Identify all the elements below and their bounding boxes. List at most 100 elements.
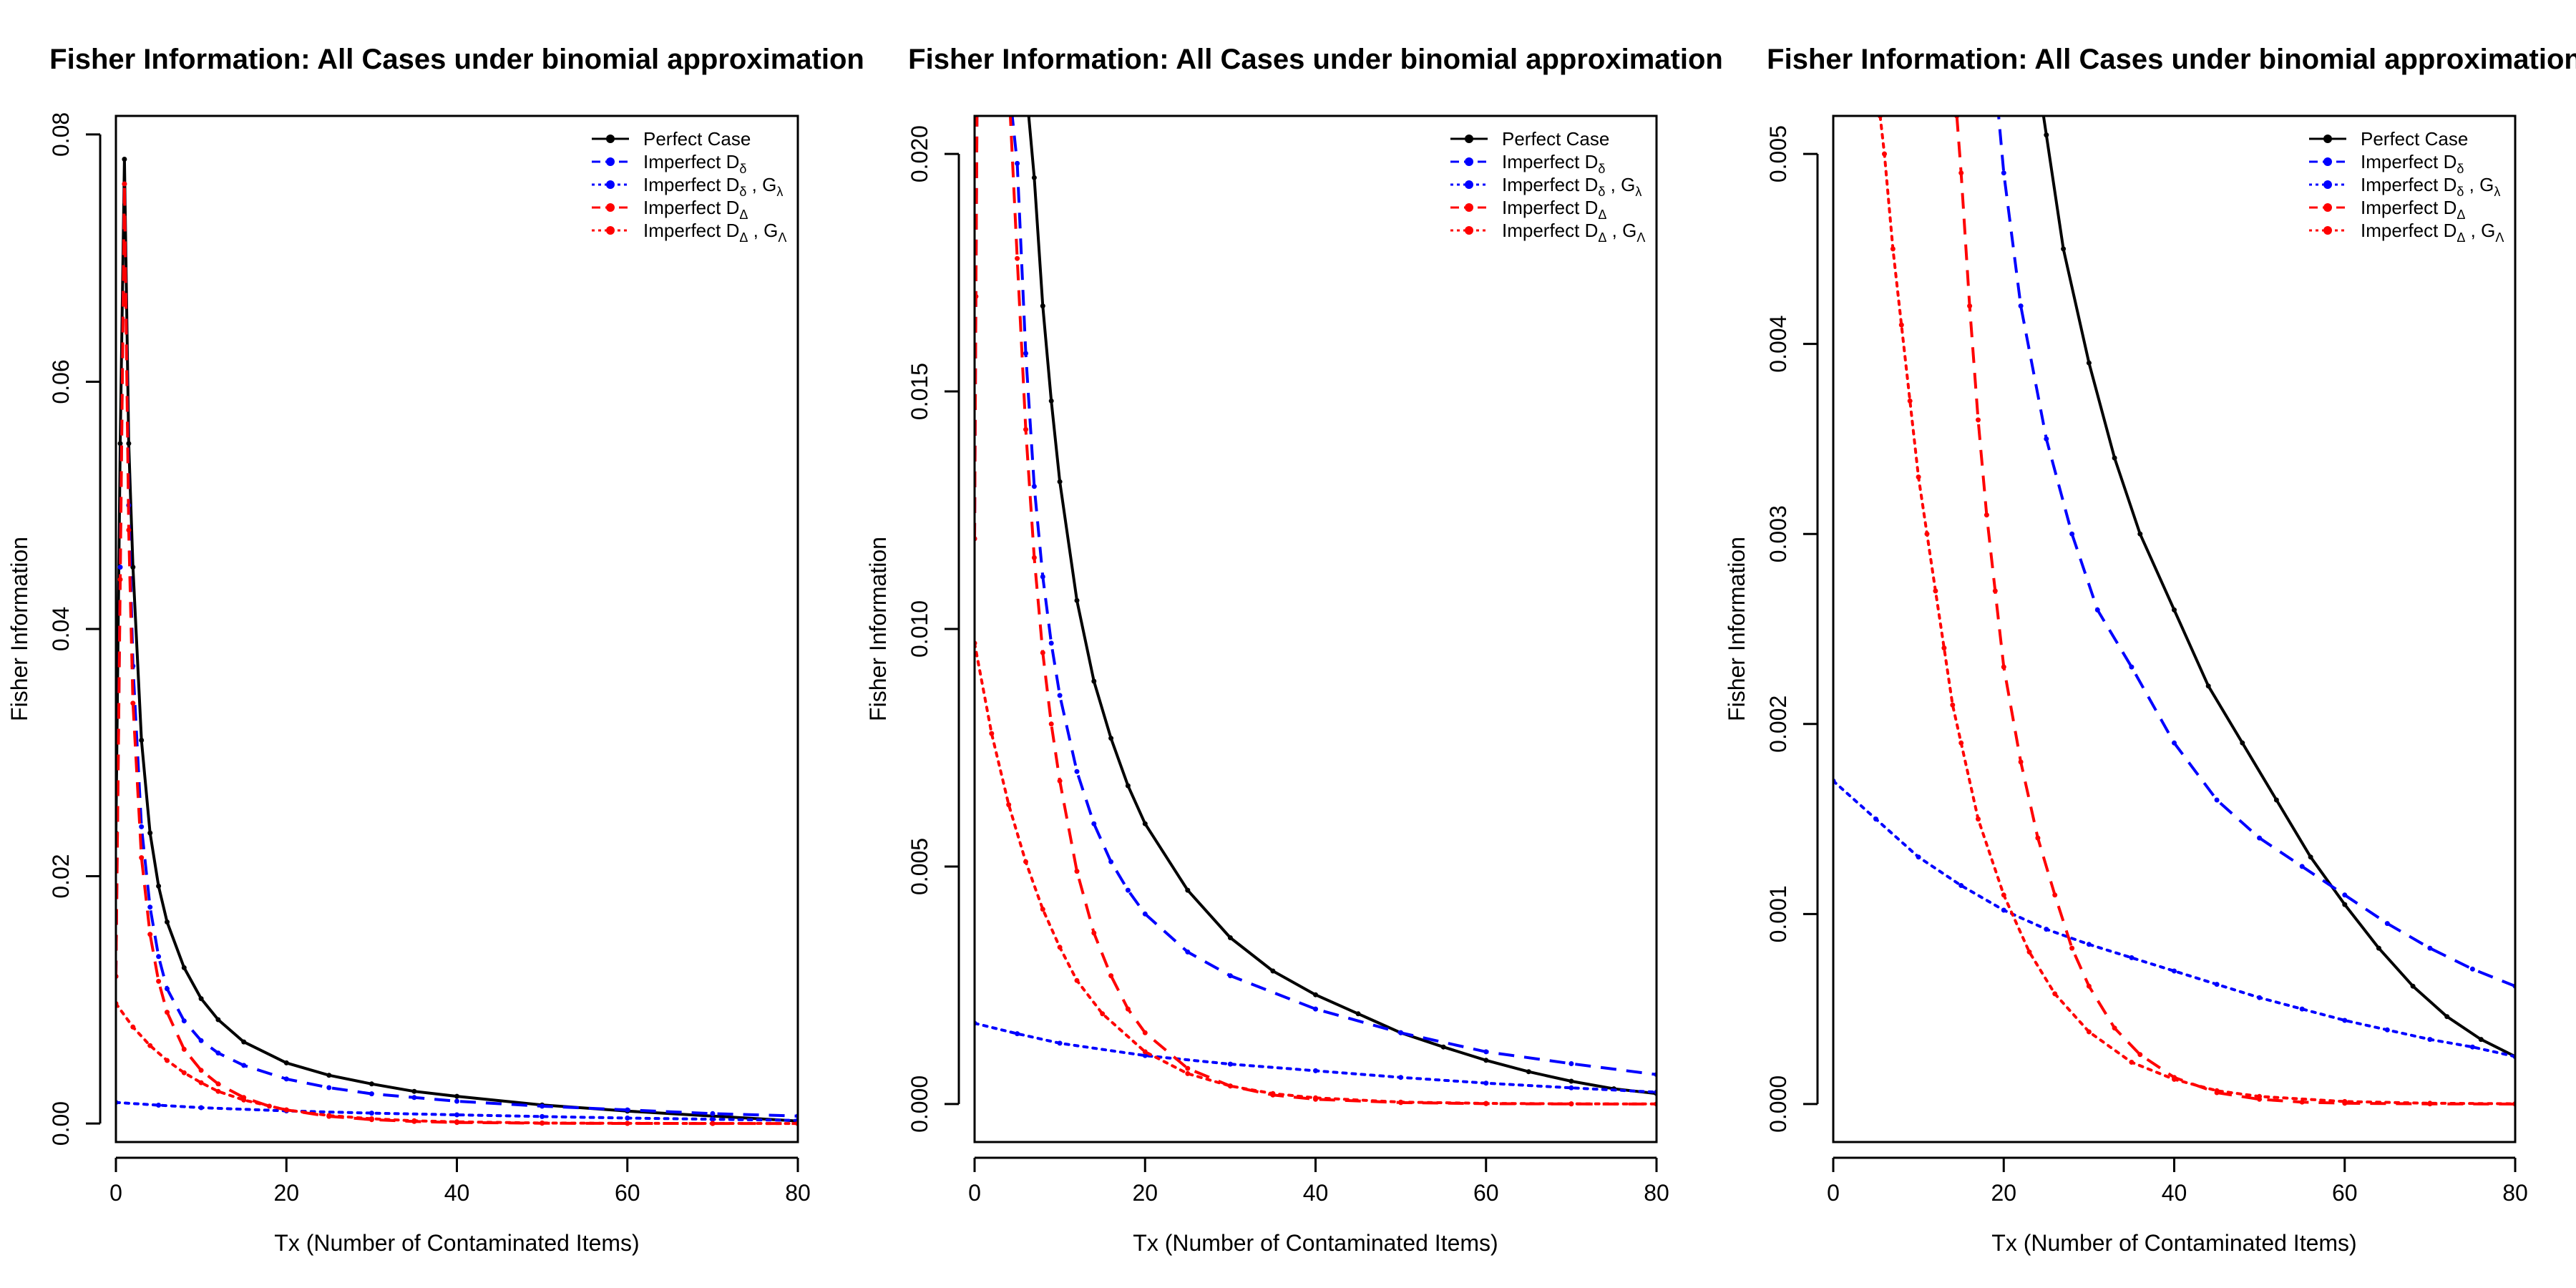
legend-marker [1465, 180, 1473, 189]
series-point [1950, 702, 1956, 708]
legend-marker [1465, 135, 1473, 143]
series-point [283, 1076, 289, 1082]
series-point [1023, 351, 1028, 356]
y-tick-label: 0.00 [48, 1101, 74, 1146]
series-point [454, 1119, 459, 1125]
series-point [1108, 973, 1114, 979]
series-point [1355, 1011, 1361, 1017]
legend-entry-4: Imperfect DΔ [643, 197, 748, 222]
series-point [117, 441, 123, 447]
series-point [1941, 645, 1947, 651]
series-point [625, 1107, 630, 1113]
series-point [1006, 802, 1012, 808]
x-axis-label: Tx (Number of Contaminated Items) [274, 1230, 639, 1256]
series-point [283, 1060, 289, 1065]
series-point [139, 738, 145, 743]
series-point [198, 1105, 204, 1111]
series-point [147, 932, 153, 937]
series-point [215, 1081, 221, 1087]
x-tick-label: 60 [1473, 1180, 1499, 1206]
series-point [2384, 921, 2390, 927]
series-point [2086, 942, 2092, 947]
series-point [2299, 864, 2305, 869]
series-point [2001, 892, 2006, 898]
x-tick-label: 80 [1644, 1180, 1669, 1206]
series-point [1398, 1075, 1404, 1080]
legend-marker [2323, 203, 2332, 212]
series-point [710, 1121, 716, 1126]
series-point [2172, 607, 2177, 613]
series-point [241, 1039, 247, 1045]
series-point [2427, 1101, 2433, 1106]
series-point [139, 855, 145, 861]
legend-entry-1: Perfect Case [643, 128, 751, 150]
series-point [1006, 80, 1011, 85]
series-point [2427, 1037, 2433, 1043]
legend-entry-5: Imperfect DΔ , GΛ [2361, 220, 2504, 245]
series-point [1108, 859, 1114, 864]
series-point [198, 996, 204, 1002]
series-point [1933, 588, 1938, 594]
legend-entry-3: Imperfect Dδ , Gλ [643, 174, 783, 199]
series-point [326, 1073, 332, 1078]
legend-entry-1: Perfect Case [1502, 128, 1609, 150]
series-point [2094, 607, 2100, 613]
x-axis-label: Tx (Number of Contaminated Items) [1991, 1230, 2356, 1256]
series-point [1398, 1030, 1404, 1035]
legend-marker [1465, 226, 1473, 235]
series-line-2 [1997, 116, 2515, 988]
series-point [975, 80, 980, 85]
series-point [2052, 991, 2058, 997]
series-point [2129, 1060, 2135, 1065]
series-point [369, 1111, 374, 1116]
series-point [1142, 911, 1148, 917]
series-point [130, 701, 136, 706]
series-point [1057, 1040, 1063, 1046]
legend-entry-5: Imperfect DΔ , GΛ [643, 220, 786, 245]
series-point [1040, 907, 1045, 912]
series-point [326, 1113, 332, 1118]
legend-entry-2: Imperfect Dδ [1502, 151, 1605, 176]
chart-panel-1: Fisher Information: All Cases under bino… [6, 44, 864, 1256]
series-point [1873, 816, 1879, 822]
series-point [1958, 170, 1964, 176]
series-point [1227, 973, 1233, 979]
series-point [1976, 816, 1981, 822]
series-point [1227, 935, 1233, 940]
series-point [1031, 175, 1037, 180]
series-point [122, 157, 127, 162]
legend-marker [2323, 157, 2332, 166]
series-point [156, 1103, 162, 1108]
series-point [1142, 1030, 1148, 1035]
series-point [540, 1120, 545, 1126]
legend-marker [606, 135, 615, 143]
chart-title: Fisher Information: All Cases under bino… [49, 44, 864, 75]
series-line-2 [116, 182, 798, 1118]
series-point [2129, 664, 2135, 670]
series-point [710, 1111, 716, 1116]
series-point [1074, 769, 1080, 774]
series-point [2257, 995, 2263, 1000]
series-point [2273, 797, 2279, 803]
series-point [1031, 484, 1037, 489]
series-point [1125, 887, 1131, 893]
series-point [369, 1091, 374, 1097]
legend-marker [606, 226, 615, 235]
series-point [1227, 1061, 1233, 1067]
series-point [1142, 1049, 1148, 1055]
series-point [1992, 588, 1998, 594]
series-point [326, 1085, 332, 1091]
series-point [1091, 821, 1097, 826]
series-point [198, 1038, 204, 1043]
legend-marker [606, 157, 615, 166]
series-point [1023, 426, 1028, 432]
series-point [165, 1010, 170, 1015]
series-point [1890, 246, 1896, 252]
y-tick-label: 0.005 [907, 838, 932, 895]
series-point [2001, 170, 2006, 176]
legend-entry-2: Imperfect Dδ [2361, 151, 2464, 176]
series-point [1483, 1058, 1489, 1063]
series-point [1313, 992, 1318, 997]
